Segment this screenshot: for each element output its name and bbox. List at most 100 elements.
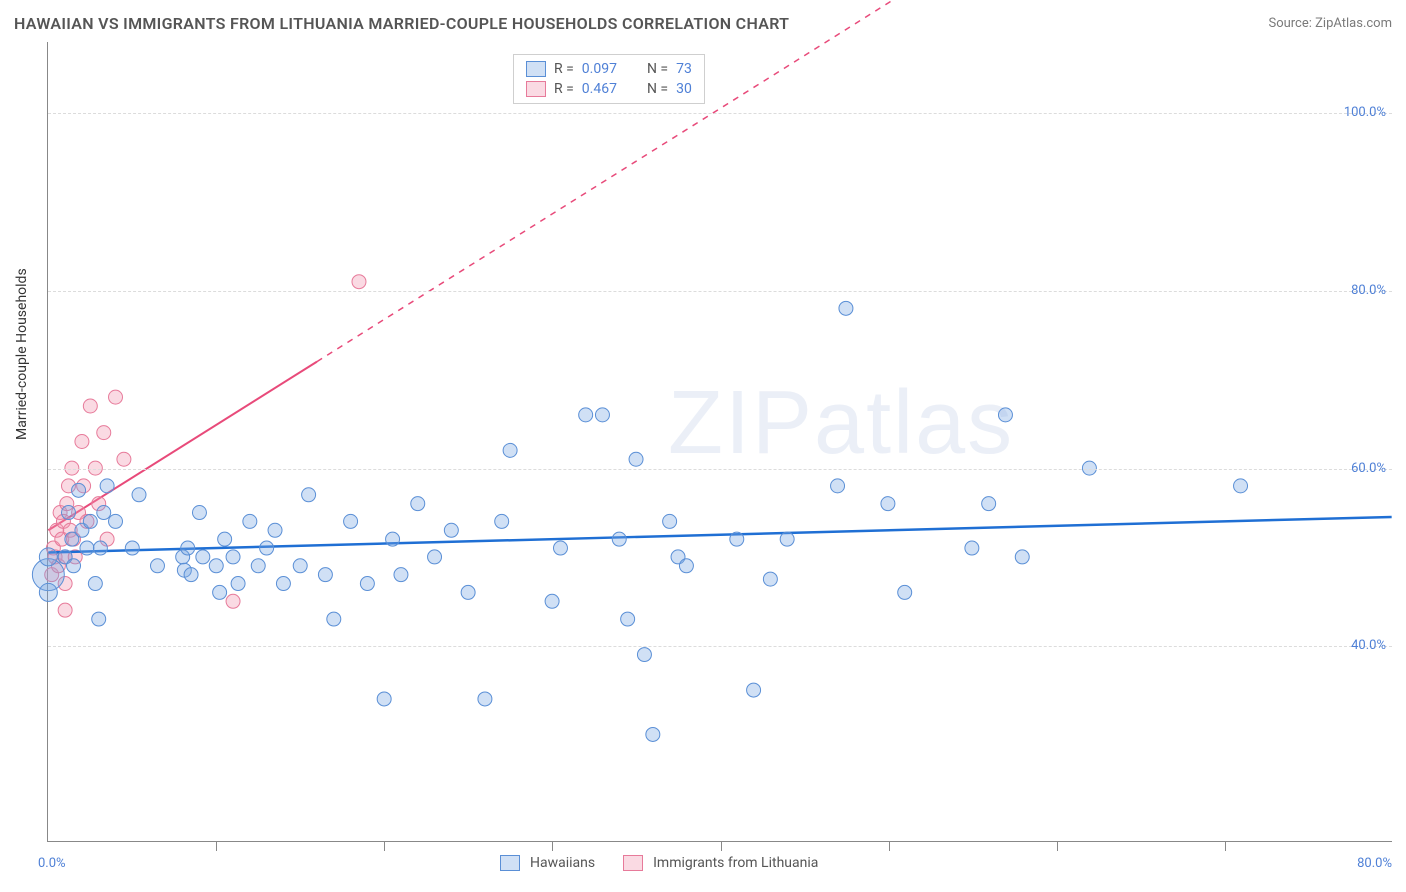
legend-n-label: N =	[647, 61, 668, 77]
hawaiians-point	[109, 514, 123, 528]
lithuania-point	[109, 390, 123, 404]
hawaiians-point	[93, 541, 107, 555]
hawaiians-point	[503, 443, 517, 457]
hawaiians-point	[209, 559, 223, 573]
hawaiians-point	[545, 594, 559, 608]
hawaiians-point	[495, 514, 509, 528]
hawaiians-point	[268, 523, 282, 537]
hawaiians-point	[196, 550, 210, 564]
y-tick-label: 60.0%	[1326, 461, 1386, 476]
chart-source: Source: ZipAtlas.com	[1268, 16, 1392, 31]
hawaiians-point	[1015, 550, 1029, 564]
y-tick-label: 40.0%	[1326, 638, 1386, 653]
hawaiians-point	[72, 483, 86, 497]
hawaiians-point	[218, 532, 232, 546]
x-tick	[1225, 841, 1226, 851]
x-tick	[384, 841, 385, 851]
x-tick	[216, 841, 217, 851]
gridline	[48, 291, 1392, 292]
hawaiians-point	[80, 541, 94, 555]
hawaiians-point	[763, 572, 777, 586]
hawaiians-point	[39, 548, 57, 566]
hawaiians-point	[150, 559, 164, 573]
hawaiians-point	[83, 514, 97, 528]
hawaiians-point	[360, 577, 374, 591]
hawaiians-point	[982, 497, 996, 511]
lithuania-point	[97, 426, 111, 440]
lithuania-point	[226, 594, 240, 608]
hawaiians-point	[251, 559, 265, 573]
hawaiians-point	[386, 532, 400, 546]
hawaiians-point	[100, 479, 114, 493]
hawaiians-point	[243, 514, 257, 528]
x-tick	[552, 841, 553, 851]
hawaiians-point	[377, 692, 391, 706]
hawaiians-point	[646, 727, 660, 741]
legend-n-label: N =	[647, 81, 668, 97]
legend-series: HawaiiansImmigrants from Lithuania	[500, 855, 836, 871]
lithuania-point	[75, 435, 89, 449]
hawaiians-point	[621, 612, 635, 626]
hawaiians-point	[629, 452, 643, 466]
hawaiians-point	[39, 583, 57, 601]
plot-area: ZIPatlas R =0.097N =73R =0.467N =30 40.0…	[47, 42, 1392, 842]
hawaiians-point	[88, 577, 102, 591]
gridline	[48, 469, 1392, 470]
hawaiians-point	[965, 541, 979, 555]
x-tick	[889, 841, 890, 851]
legend-r-label: R =	[554, 61, 574, 77]
hawaiians-point	[839, 301, 853, 315]
chart-title: HAWAIIAN VS IMMIGRANTS FROM LITHUANIA MA…	[14, 14, 789, 33]
hawaiians-point	[612, 532, 626, 546]
hawaiians-point	[192, 506, 206, 520]
legend-swatch	[500, 855, 520, 871]
hawaiians-point	[92, 612, 106, 626]
hawaiians-point	[428, 550, 442, 564]
legend-correlation-row: R =0.467N =30	[526, 79, 692, 99]
hawaiians-point	[276, 577, 290, 591]
hawaiians-point	[318, 568, 332, 582]
hawaiians-point	[181, 541, 195, 555]
lithuania-point	[352, 275, 366, 289]
hawaiians-point	[595, 408, 609, 422]
lithuania-point	[83, 399, 97, 413]
hawaiians-point	[125, 541, 139, 555]
hawaiians-point	[260, 541, 274, 555]
y-tick-label: 80.0%	[1326, 283, 1386, 298]
hawaiians-point	[898, 585, 912, 599]
hawaiians-point	[831, 479, 845, 493]
hawaiians-point	[132, 488, 146, 502]
legend-n-value: 73	[676, 61, 692, 77]
y-tick-label: 100.0%	[1326, 105, 1386, 120]
lithuania-trendline-dashed	[317, 0, 1392, 362]
lithuania-trendline	[48, 362, 317, 531]
legend-correlation: R =0.097N =73R =0.467N =30	[513, 54, 705, 104]
hawaiians-point	[780, 532, 794, 546]
hawaiians-point	[637, 648, 651, 662]
hawaiians-point	[226, 550, 240, 564]
hawaiians-point	[293, 559, 307, 573]
hawaiians-point	[411, 497, 425, 511]
y-axis-title: Married-couple Households	[14, 268, 30, 440]
legend-r-value: 0.097	[582, 61, 617, 77]
legend-swatch	[526, 81, 546, 97]
hawaiians-point	[1234, 479, 1248, 493]
hawaiians-point	[302, 488, 316, 502]
legend-n-value: 30	[676, 81, 692, 97]
hawaiians-point	[579, 408, 593, 422]
hawaiians-point	[61, 506, 75, 520]
legend-swatch	[526, 61, 546, 77]
hawaiians-point	[213, 585, 227, 599]
x-tick	[1057, 841, 1058, 851]
gridline	[48, 646, 1392, 647]
x-axis-max-label: 80.0%	[1357, 856, 1392, 871]
hawaiians-point	[97, 506, 111, 520]
hawaiians-point	[730, 532, 744, 546]
chart-header: HAWAIIAN VS IMMIGRANTS FROM LITHUANIA MA…	[0, 0, 1406, 40]
hawaiians-point	[344, 514, 358, 528]
hawaiians-point	[679, 559, 693, 573]
hawaiians-point	[663, 514, 677, 528]
x-axis-min-label: 0.0%	[38, 856, 66, 871]
legend-correlation-row: R = 0.097 N = 73	[526, 59, 692, 79]
lithuania-point	[117, 452, 131, 466]
